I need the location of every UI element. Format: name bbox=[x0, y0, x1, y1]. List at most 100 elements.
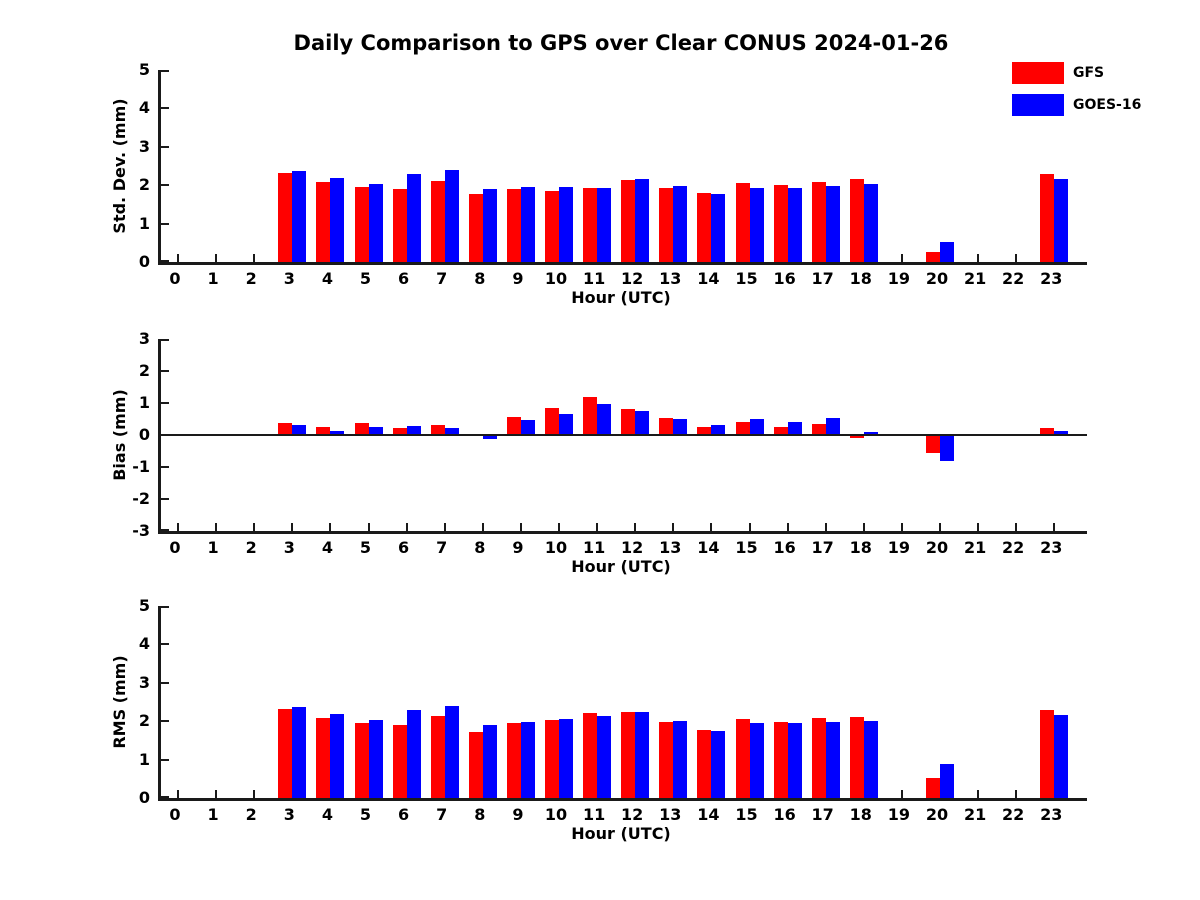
bar-gfs-hour-9 bbox=[506, 188, 521, 262]
x-tick bbox=[519, 523, 522, 531]
y-tick bbox=[161, 260, 169, 262]
x-tick-label: 13 bbox=[659, 269, 682, 288]
bar-goes-16-hour-23 bbox=[1054, 430, 1069, 435]
x-tick bbox=[253, 523, 256, 531]
bar-goes-16-hour-12 bbox=[635, 711, 650, 798]
bar-goes-16-hour-17 bbox=[825, 186, 840, 262]
bar-gfs-hour-7 bbox=[430, 424, 445, 435]
bar-goes-16-hour-7 bbox=[444, 427, 459, 435]
bar-gfs-hour-17 bbox=[811, 181, 826, 262]
bar-gfs-hour-11 bbox=[583, 187, 598, 262]
bar-gfs-hour-6 bbox=[392, 427, 407, 435]
legend: GFS GOES-16 bbox=[1012, 62, 1141, 126]
bar-goes-16-hour-4 bbox=[330, 714, 345, 798]
legend-item-gfs: GFS bbox=[1012, 62, 1141, 84]
y-tick bbox=[161, 606, 169, 608]
zero-line bbox=[161, 434, 1087, 436]
x-tick-label: 10 bbox=[544, 805, 568, 824]
bar-goes-16-hour-5 bbox=[368, 719, 383, 798]
bar-gfs-hour-9 bbox=[506, 416, 521, 435]
y-tick-label: 2 bbox=[138, 711, 150, 731]
legend-label-gfs: GFS bbox=[1073, 65, 1105, 81]
bar-gfs-hour-15 bbox=[735, 421, 750, 435]
y-tick-label: 4 bbox=[138, 634, 150, 654]
bar-gfs-hour-6 bbox=[392, 189, 407, 262]
bar-gfs-hour-20 bbox=[926, 252, 940, 262]
bar-gfs-hour-16 bbox=[773, 184, 788, 262]
bar-goes-16-hour-11 bbox=[597, 404, 612, 435]
x-tick-label: 22 bbox=[1002, 269, 1025, 288]
x-tick-label: 17 bbox=[811, 805, 834, 824]
x-tick-label: 1 bbox=[207, 538, 219, 557]
plot-area-rms bbox=[158, 606, 1087, 801]
legend-label-goes16: GOES-16 bbox=[1073, 97, 1142, 113]
x-tick bbox=[1053, 523, 1056, 531]
x-tick bbox=[786, 523, 789, 531]
bar-gfs-hour-8 bbox=[468, 194, 483, 262]
bar-gfs-hour-7 bbox=[430, 716, 445, 798]
x-tick-label: 5 bbox=[359, 538, 372, 557]
x-tick-label: 0 bbox=[169, 805, 181, 824]
figure-title: Daily Comparison to GPS over Clear CONUS… bbox=[293, 31, 949, 55]
bar-goes-16-hour-11 bbox=[597, 716, 612, 798]
y-tick bbox=[161, 466, 169, 468]
bar-goes-16-hour-6 bbox=[406, 174, 421, 262]
bar-goes-16-hour-15 bbox=[749, 187, 764, 262]
x-tick-label: 4 bbox=[321, 269, 333, 288]
bar-goes-16-hour-15 bbox=[749, 723, 764, 798]
bar-goes-16-hour-9 bbox=[520, 186, 535, 262]
x-tick-label: 10 bbox=[544, 538, 568, 557]
bar-goes-16-hour-18 bbox=[863, 432, 878, 435]
bar-gfs-hour-20 bbox=[926, 435, 940, 453]
x-tick-label: 15 bbox=[735, 538, 758, 557]
x-tick-label: 8 bbox=[474, 805, 486, 824]
bar-gfs-hour-15 bbox=[735, 182, 750, 262]
bar-gfs-hour-7 bbox=[430, 181, 445, 262]
x-tick bbox=[939, 523, 941, 531]
bar-goes-16-hour-8 bbox=[482, 189, 497, 262]
x-tick bbox=[405, 523, 408, 531]
y-tick bbox=[161, 681, 169, 684]
bar-goes-16-hour-15 bbox=[749, 419, 764, 435]
bar-goes-16-hour-4 bbox=[330, 178, 345, 262]
bar-gfs-hour-9 bbox=[506, 722, 521, 798]
x-tick-label: 12 bbox=[621, 269, 644, 288]
y-tick bbox=[161, 529, 169, 531]
x-tick-label: 6 bbox=[398, 538, 410, 557]
y-tick bbox=[161, 184, 169, 187]
x-tick bbox=[215, 254, 218, 262]
y-tick-label: 4 bbox=[138, 98, 150, 118]
x-tick-label: 15 bbox=[735, 269, 758, 288]
x-tick-label: 15 bbox=[735, 805, 758, 824]
bar-goes-16-hour-14 bbox=[711, 425, 726, 435]
x-tick bbox=[367, 523, 370, 531]
bar-gfs-hour-13 bbox=[659, 188, 674, 262]
x-tick bbox=[748, 523, 751, 531]
y-tick-label: 2 bbox=[138, 361, 150, 380]
bar-gfs-hour-5 bbox=[354, 423, 369, 435]
x-tick bbox=[253, 790, 256, 798]
x-tick-label: 9 bbox=[512, 538, 524, 557]
bar-goes-16-hour-6 bbox=[406, 710, 421, 798]
y-tick bbox=[161, 720, 169, 723]
bar-goes-16-hour-17 bbox=[825, 418, 840, 435]
x-tick bbox=[634, 523, 637, 531]
x-tick-label: 4 bbox=[321, 538, 333, 557]
y-tick bbox=[161, 758, 169, 761]
x-tick-label: 8 bbox=[474, 269, 486, 288]
x-tick-label: 20 bbox=[925, 269, 949, 288]
x-tick bbox=[253, 254, 256, 262]
y-tick-label: 0 bbox=[138, 252, 150, 271]
goes16-color-swatch bbox=[1012, 94, 1064, 116]
bar-gfs-hour-11 bbox=[583, 397, 598, 435]
y-tick bbox=[161, 70, 169, 72]
y-tick bbox=[161, 145, 169, 148]
x-tick-label: 19 bbox=[887, 538, 911, 557]
bar-gfs-hour-15 bbox=[735, 718, 750, 798]
bar-gfs-hour-11 bbox=[583, 712, 598, 798]
bar-goes-16-hour-9 bbox=[520, 419, 535, 435]
x-tick-label: 11 bbox=[582, 805, 606, 824]
bar-gfs-hour-18 bbox=[849, 716, 864, 798]
x-tick bbox=[443, 523, 446, 531]
x-tick-label: 16 bbox=[773, 805, 796, 824]
